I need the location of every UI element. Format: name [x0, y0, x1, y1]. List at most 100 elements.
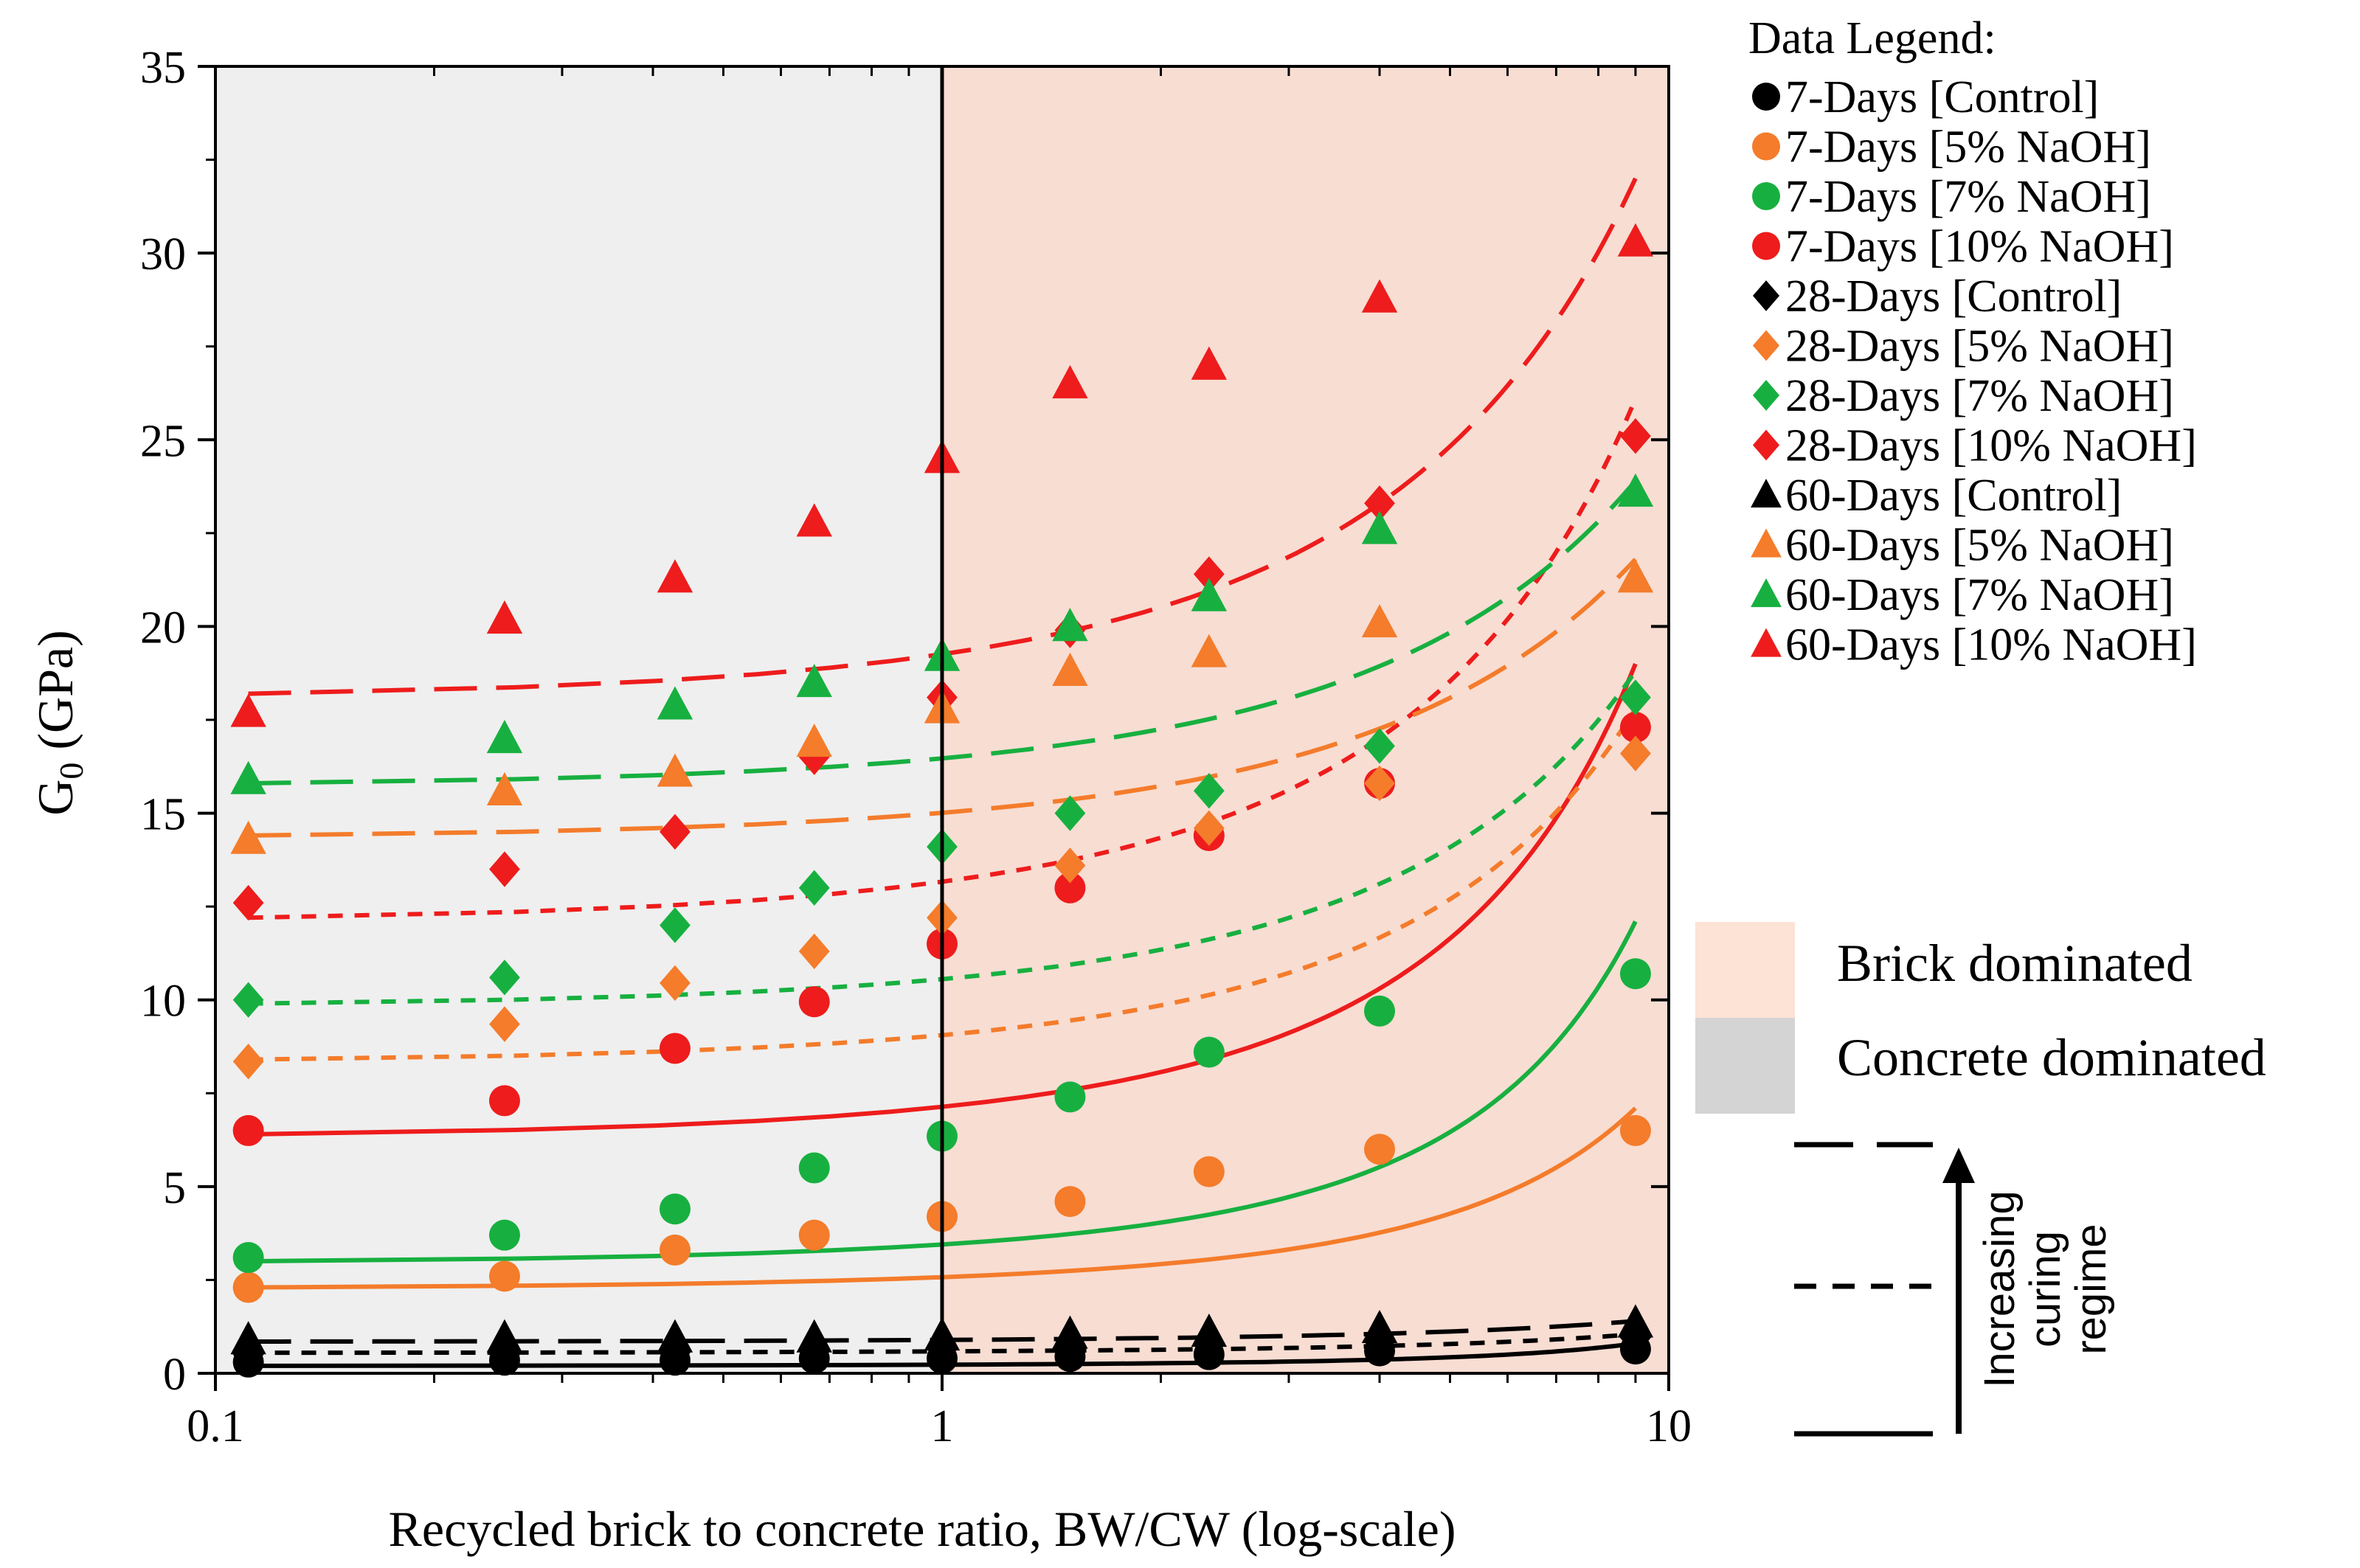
point-28-days-5-naoh-6	[1054, 847, 1086, 884]
concrete-region	[215, 66, 942, 1373]
point-60-days-7-naoh-2	[486, 720, 523, 754]
point-7-days-5-naoh-7	[1193, 1156, 1225, 1187]
point-7-days-10-naoh-4	[798, 986, 830, 1018]
y-axis-title-subscript: 0	[52, 763, 90, 780]
curing-legend: Increasing curing regime	[1794, 1142, 2115, 1437]
point-7-days-7-naoh-8	[1364, 995, 1396, 1027]
legend-marker-60-days-7-naoh	[1751, 578, 1782, 608]
point-7-days-7-naoh-2	[488, 1219, 520, 1251]
legend-label-28-days-7-naoh: 28-Days [7% NaOH]	[1785, 371, 2174, 421]
point-60-days-7-naoh-6	[1052, 608, 1088, 642]
legend-label-60-days-control: 60-Days [Control]	[1785, 471, 2122, 521]
point-60-days-7-naoh-1	[230, 760, 266, 794]
legend-marker-60-days-5-naoh	[1751, 528, 1782, 558]
point-28-days-7-naoh-3	[660, 907, 691, 943]
point-60-days-control-2	[486, 1319, 523, 1353]
brick-region	[942, 66, 1669, 1373]
fit-line-7-days-5-naoh	[248, 1106, 1637, 1290]
point-60-days-control-3	[657, 1319, 693, 1353]
fit-line-28-days-control	[248, 1331, 1636, 1356]
legend-label-7-days-control: 7-Days [Control]	[1785, 72, 2099, 122]
point-60-days-10-naoh-7	[1191, 346, 1228, 380]
plot-regions	[215, 66, 1669, 1373]
fit-lines	[248, 177, 1638, 1368]
fit-line-7-days-10-naoh	[248, 662, 1638, 1137]
point-60-days-control-1	[230, 1321, 266, 1355]
point-60-days-10-naoh-9	[1617, 223, 1654, 257]
curing-arrow-head	[1942, 1148, 1975, 1183]
y-axis-title-main: G	[27, 780, 83, 816]
point-60-days-5-naoh-2	[486, 771, 523, 805]
x-tick-label-1: 1	[931, 1401, 954, 1451]
point-7-days-5-naoh-9	[1619, 1114, 1651, 1146]
y-tick-label-35: 35	[140, 43, 186, 93]
point-60-days-5-naoh-3	[657, 753, 693, 787]
point-28-days-5-naoh-9	[1620, 735, 1651, 771]
point-60-days-5-naoh-9	[1617, 559, 1654, 593]
legend-marker-7-days-control	[1752, 83, 1780, 111]
legend-label-28-days-5-naoh: 28-Days [5% NaOH]	[1785, 322, 2174, 372]
tick-labels: 0 5 10 15 20 25 30 35 0.1 1 10	[140, 43, 1692, 1451]
point-28-days-5-naoh-7	[1193, 810, 1225, 847]
point-60-days-control-7	[1191, 1314, 1228, 1347]
point-28-days-10-naoh-8	[1364, 485, 1395, 521]
point-60-days-10-naoh-6	[1052, 365, 1088, 399]
fit-line-28-days-10-naoh	[248, 398, 1638, 920]
point-28-days-10-naoh-1	[232, 884, 264, 921]
point-7-days-5-naoh-3	[659, 1234, 691, 1266]
point-7-days-10-naoh-3	[659, 1033, 691, 1064]
point-7-days-5-naoh-6	[1054, 1186, 1086, 1218]
point-60-days-10-naoh-1	[230, 693, 266, 727]
point-28-days-7-naoh-2	[489, 960, 520, 996]
legend-label-60-days-5-naoh: 60-Days [5% NaOH]	[1785, 521, 2174, 571]
point-28-days-7-naoh-1	[232, 982, 264, 1018]
legend-marker-60-days-10-naoh	[1751, 628, 1782, 657]
point-60-days-5-naoh-7	[1191, 634, 1228, 667]
legend-label-7-days-7-naoh: 7-Days [7% NaOH]	[1785, 172, 2151, 222]
point-60-days-10-naoh-8	[1361, 279, 1398, 313]
legend-label-28-days-control: 28-Days [Control]	[1785, 271, 2122, 322]
point-60-days-7-naoh-8	[1361, 510, 1398, 544]
point-60-days-5-naoh-6	[1052, 652, 1088, 686]
point-28-days-7-naoh-8	[1364, 728, 1395, 764]
point-7-days-7-naoh-3	[659, 1193, 691, 1225]
fit-line-60-days-5-naoh	[248, 558, 1638, 838]
point-28-days-5-naoh-1	[232, 1044, 264, 1080]
point-60-days-control-4	[796, 1319, 832, 1353]
point-60-days-10-naoh-2	[486, 600, 523, 634]
point-28-days-control-1	[232, 1336, 264, 1373]
x-axis-title: Recycled brick to concrete ratio, BW/CW …	[389, 1501, 1456, 1557]
fit-line-7-days-control	[248, 1341, 1636, 1368]
y-tick-label-5: 5	[163, 1163, 186, 1213]
point-60-days-control-9	[1617, 1304, 1654, 1338]
y-tick-label-0: 0	[163, 1350, 186, 1400]
legend-marker-7-days-10-naoh	[1752, 232, 1780, 260]
curing-annotation-line-3: regime	[2067, 1224, 2115, 1354]
x-tick-label-0-1: 0.1	[187, 1401, 244, 1451]
point-7-days-10-naoh-9	[1619, 712, 1651, 743]
point-7-days-7-naoh-4	[798, 1152, 830, 1184]
legend-label-7-days-10-naoh: 7-Days [10% NaOH]	[1785, 222, 2174, 272]
y-tick-label-20: 20	[140, 603, 186, 653]
point-7-days-7-naoh-7	[1193, 1036, 1225, 1068]
point-60-days-control-6	[1052, 1315, 1088, 1349]
legend-label-7-days-5-naoh: 7-Days [5% NaOH]	[1785, 122, 2151, 173]
point-7-days-5-naoh-4	[798, 1219, 830, 1251]
point-7-days-7-naoh-6	[1054, 1081, 1086, 1113]
point-7-days-10-naoh-2	[488, 1085, 520, 1117]
point-7-days-7-naoh-1	[232, 1242, 264, 1274]
point-28-days-10-naoh-9	[1620, 418, 1651, 454]
point-60-days-7-naoh-9	[1617, 473, 1654, 507]
fit-line-7-days-7-naoh	[248, 920, 1638, 1264]
brick-region-label: Brick dominated	[1837, 934, 2193, 993]
legend-label-60-days-7-naoh: 60-Days [7% NaOH]	[1785, 570, 2174, 620]
concrete-region-label: Concrete dominated	[1837, 1028, 2266, 1087]
point-28-days-10-naoh-3	[660, 814, 691, 850]
point-60-days-10-naoh-3	[657, 559, 693, 593]
point-7-days-7-naoh-9	[1619, 958, 1651, 990]
point-60-days-5-naoh-8	[1361, 604, 1398, 638]
point-28-days-7-naoh-4	[798, 870, 830, 906]
x-tick-label-10: 10	[1646, 1401, 1692, 1451]
y-axis-title-unit: (GPa)	[27, 630, 83, 762]
